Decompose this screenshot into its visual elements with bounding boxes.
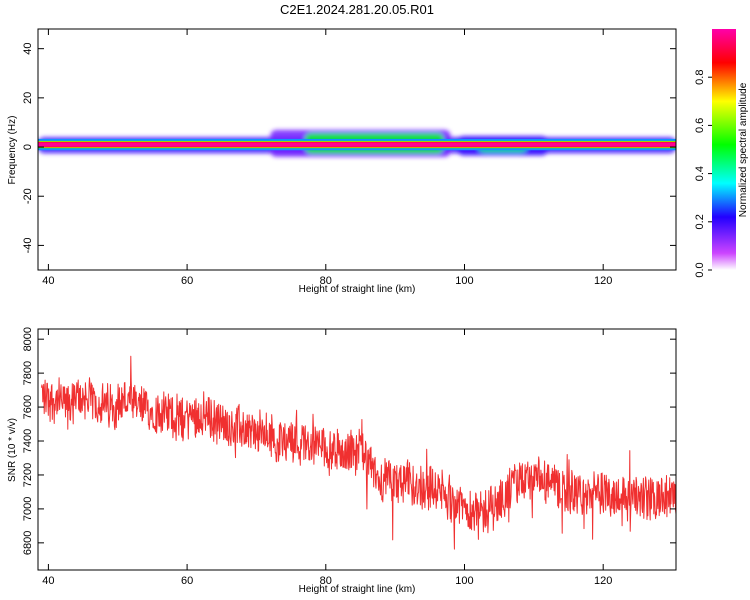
snr-y-tick-label: 7200 (22, 463, 34, 487)
spectrogram-band (38, 129, 676, 157)
spectrogram-y-tick-label: 20 (22, 92, 34, 104)
spectrogram-x-tick-label: 60 (181, 275, 193, 287)
spectrogram-y-tick-label: 0 (22, 144, 34, 150)
colorbar-tick-label: 0.6 (694, 118, 706, 133)
snr-y-tick-label: 7000 (22, 497, 34, 521)
spectrogram-y-tick-label: -20 (22, 188, 34, 204)
spectrogram-x-ticks: 40 60 80 100 120 (42, 29, 612, 287)
snr-x-tick-label: 100 (455, 575, 473, 587)
colorbar-tick-label: 0.8 (694, 70, 706, 85)
colorbar-ticks: 0.0 0.2 0.4 0.6 0.8 (694, 70, 712, 278)
spectrogram-x-tick-label: 40 (42, 275, 54, 287)
spectrogram-plot-frame (37, 28, 677, 271)
snr-x-ticks: 40 60 80 100 120 (42, 329, 612, 587)
snr-panel: 40 60 80 100 120 6800 7000 7200 7400 7600 7800 800… (7, 327, 677, 595)
spectrogram-x-label: Height of straight line (km) (299, 284, 416, 295)
snr-y-ticks: 6800 7000 7200 7400 7600 7800 8000 (22, 327, 676, 555)
spectrogram-y-label: Frequency (Hz) (7, 116, 18, 185)
snr-plot-frame (37, 328, 677, 571)
spectrogram-y-tick-label: 40 (22, 43, 34, 55)
snr-x-tick-label: 60 (181, 575, 193, 587)
spectrogram-core (38, 138, 676, 151)
snr-x-tick-label: 120 (594, 575, 612, 587)
spectrogram-core-cell (38, 142, 676, 147)
colorbar-label: Normalized spectral amplitude (738, 82, 749, 217)
spectrogram-y-tick-label: -40 (22, 237, 34, 253)
spectrogram-x-tick-label: 120 (594, 275, 612, 287)
chart-title: C2E1.2024.281.20.05.R01 (280, 2, 434, 17)
snr-y-tick-label: 7400 (22, 429, 34, 453)
snr-y-label: SNR (10 * v/v) (7, 418, 18, 482)
snr-x-tick-label: 80 (320, 575, 332, 587)
snr-series-line (41, 355, 676, 550)
snr-y-tick-label: 8000 (22, 327, 34, 351)
colorbar-tick-label: 0.0 (694, 262, 706, 277)
spectrogram-panel: 40 60 80 100 120 -40 -20 0 20 40 Height of strai… (7, 28, 677, 295)
colorbar-tick-label: 0.4 (694, 166, 706, 181)
spectrogram-y-ticks: -40 -20 0 20 40 (22, 43, 676, 253)
snr-x-label: Height of straight line (km) (299, 584, 416, 595)
snr-x-tick-label: 40 (42, 575, 54, 587)
spectrogram-x-tick-label: 80 (320, 275, 332, 287)
colorbar: 0.0 0.2 0.4 0.6 0.8 Normalized spectral ampl… (694, 29, 749, 278)
colorbar-tick-label: 0.2 (694, 214, 706, 229)
colorbar-gradient (712, 29, 736, 270)
spectrogram-x-tick-label: 100 (455, 275, 473, 287)
snr-y-tick-label: 7600 (22, 395, 34, 419)
snr-y-tick-label: 7800 (22, 361, 34, 385)
snr-y-tick-label: 6800 (22, 531, 34, 555)
